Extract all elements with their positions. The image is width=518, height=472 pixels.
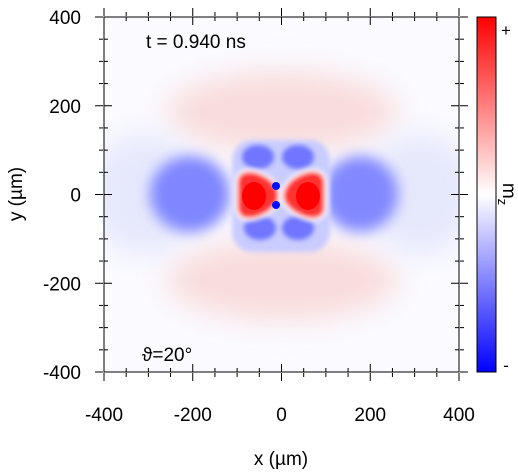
blue-cluster-top-right <box>282 145 314 169</box>
heatmap-image <box>104 17 459 372</box>
faint-red-arc-bottom <box>167 240 397 320</box>
x-axis-label: x (µm) <box>254 449 308 470</box>
blue-dot-top <box>272 182 280 190</box>
x-tick-label: 200 <box>354 405 386 426</box>
faint-red-arc-top <box>167 72 397 152</box>
colorbar-max-label: + <box>501 21 511 40</box>
faint-blue-halo-right <box>365 134 459 254</box>
blue-cluster-bottom-right <box>282 216 314 240</box>
blue-cluster-top-left <box>242 145 274 169</box>
x-tick-label: -400 <box>85 405 123 426</box>
y-tick-labels: -400 -200 0 200 400 <box>43 8 81 384</box>
x-tick-label: 400 <box>443 405 475 426</box>
y-tick-label: 400 <box>49 8 81 29</box>
tick-marks <box>95 8 468 381</box>
blue-dot-bottom <box>272 201 280 209</box>
y-tick-label: -400 <box>43 363 81 384</box>
colorbar-min-label: - <box>503 356 509 375</box>
x-tick-label: 0 <box>276 405 287 426</box>
y-tick-label: 200 <box>49 97 81 118</box>
blue-cluster-bottom-left <box>244 216 276 240</box>
colorbar <box>476 16 497 373</box>
y-tick-label: 0 <box>70 186 81 207</box>
y-axis-label: y (µm) <box>6 167 27 221</box>
colorbar-label: mz <box>495 183 518 205</box>
x-tick-labels: -400 -200 0 200 400 <box>85 405 475 426</box>
blue-lobe-right <box>322 156 398 232</box>
x-tick-label: -200 <box>174 405 212 426</box>
angle-annotation: ϑ=20° <box>142 345 192 366</box>
y-tick-label: -200 <box>43 274 81 295</box>
time-annotation: t = 0.940 ns <box>146 32 246 53</box>
blue-lobe-left <box>150 156 230 232</box>
